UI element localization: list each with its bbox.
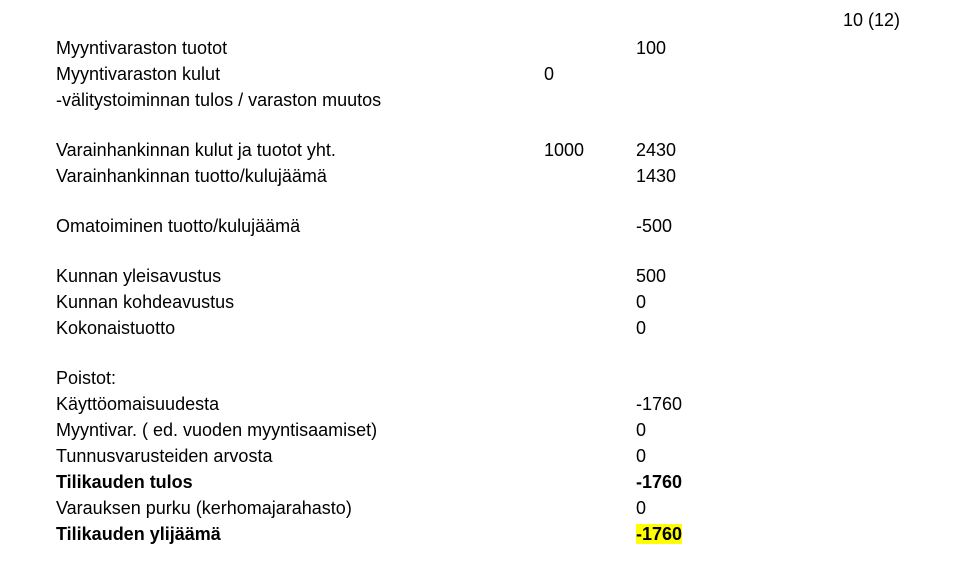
label: Varainhankinnan kulut ja tuotot yht. [56,140,336,161]
label: Käyttöomaisuudesta [56,394,219,415]
value: -500 [636,216,672,237]
label: Tunnusvarusteiden arvosta [56,446,272,467]
label: Myyntivaraston kulut [56,64,220,85]
label: Varainhankinnan tuotto/kulujäämä [56,166,327,187]
value: -1760 [636,524,682,545]
label: Kunnan kohdeavustus [56,292,234,313]
document-page: 10 (12) Myyntivaraston tuotot 100 Myynti… [0,0,960,581]
label: Varauksen purku (kerhomajarahasto) [56,498,352,519]
row-myyntivar-ed-vuoden: Myyntivar. ( ed. vuoden myyntisaamiset) … [56,420,880,446]
value: 0 [544,64,554,85]
label: Kokonaistuotto [56,318,175,339]
value: -1760 [636,472,682,493]
value: -1760 [636,394,682,415]
value: 0 [636,420,646,441]
label: Poistot: [56,368,116,389]
value: 0 [636,498,646,519]
value: 0 [636,446,646,467]
value: 0 [636,292,646,313]
label: Tilikauden ylijäämä [56,524,221,545]
value-c1: 1000 [544,140,584,161]
label: Myyntivaraston tuotot [56,38,227,59]
row-tilikauden-ylijaama: Tilikauden ylijäämä -1760 [56,524,880,550]
label: Omatoiminen tuotto/kulujäämä [56,216,300,237]
row-myyntivaraston-tuotot: Myyntivaraston tuotot 100 [56,38,880,64]
value: 1430 [636,166,676,187]
label: Myyntivar. ( ed. vuoden myyntisaamiset) [56,420,377,441]
label: -välitystoiminnan tulos / varaston muuto… [56,90,381,111]
row-poistot-heading: Poistot: [56,368,880,394]
label: Kunnan yleisavustus [56,266,221,287]
row-tilikauden-tulos: Tilikauden tulos -1760 [56,472,880,498]
row-varauksen-purku: Varauksen purku (kerhomajarahasto) 0 [56,498,880,524]
row-kayttoomaisuudesta: Käyttöomaisuudesta -1760 [56,394,880,420]
row-omatoiminen-tuotto: Omatoiminen tuotto/kulujäämä -500 [56,216,880,242]
value-c2: 2430 [636,140,676,161]
row-kokonaistuotto: Kokonaistuotto 0 [56,318,880,344]
value: 100 [636,38,666,59]
row-kunnan-kohdeavustus: Kunnan kohdeavustus 0 [56,292,880,318]
row-varainhankinnan-kulut-tuotot: Varainhankinnan kulut ja tuotot yht. 100… [56,140,880,166]
row-valitystoiminnan-tulos: -välitystoiminnan tulos / varaston muuto… [56,90,880,116]
value: 500 [636,266,666,287]
label: Tilikauden tulos [56,472,193,493]
row-tunnusvarusteiden-arvosta: Tunnusvarusteiden arvosta 0 [56,446,880,472]
value: 0 [636,318,646,339]
row-kunnan-yleisavustus: Kunnan yleisavustus 500 [56,266,880,292]
row-varainhankinnan-tuotto-kulujaama: Varainhankinnan tuotto/kulujäämä 1430 [56,166,880,192]
page-number: 10 (12) [843,10,900,31]
row-myyntivaraston-kulut: Myyntivaraston kulut 0 [56,64,880,90]
